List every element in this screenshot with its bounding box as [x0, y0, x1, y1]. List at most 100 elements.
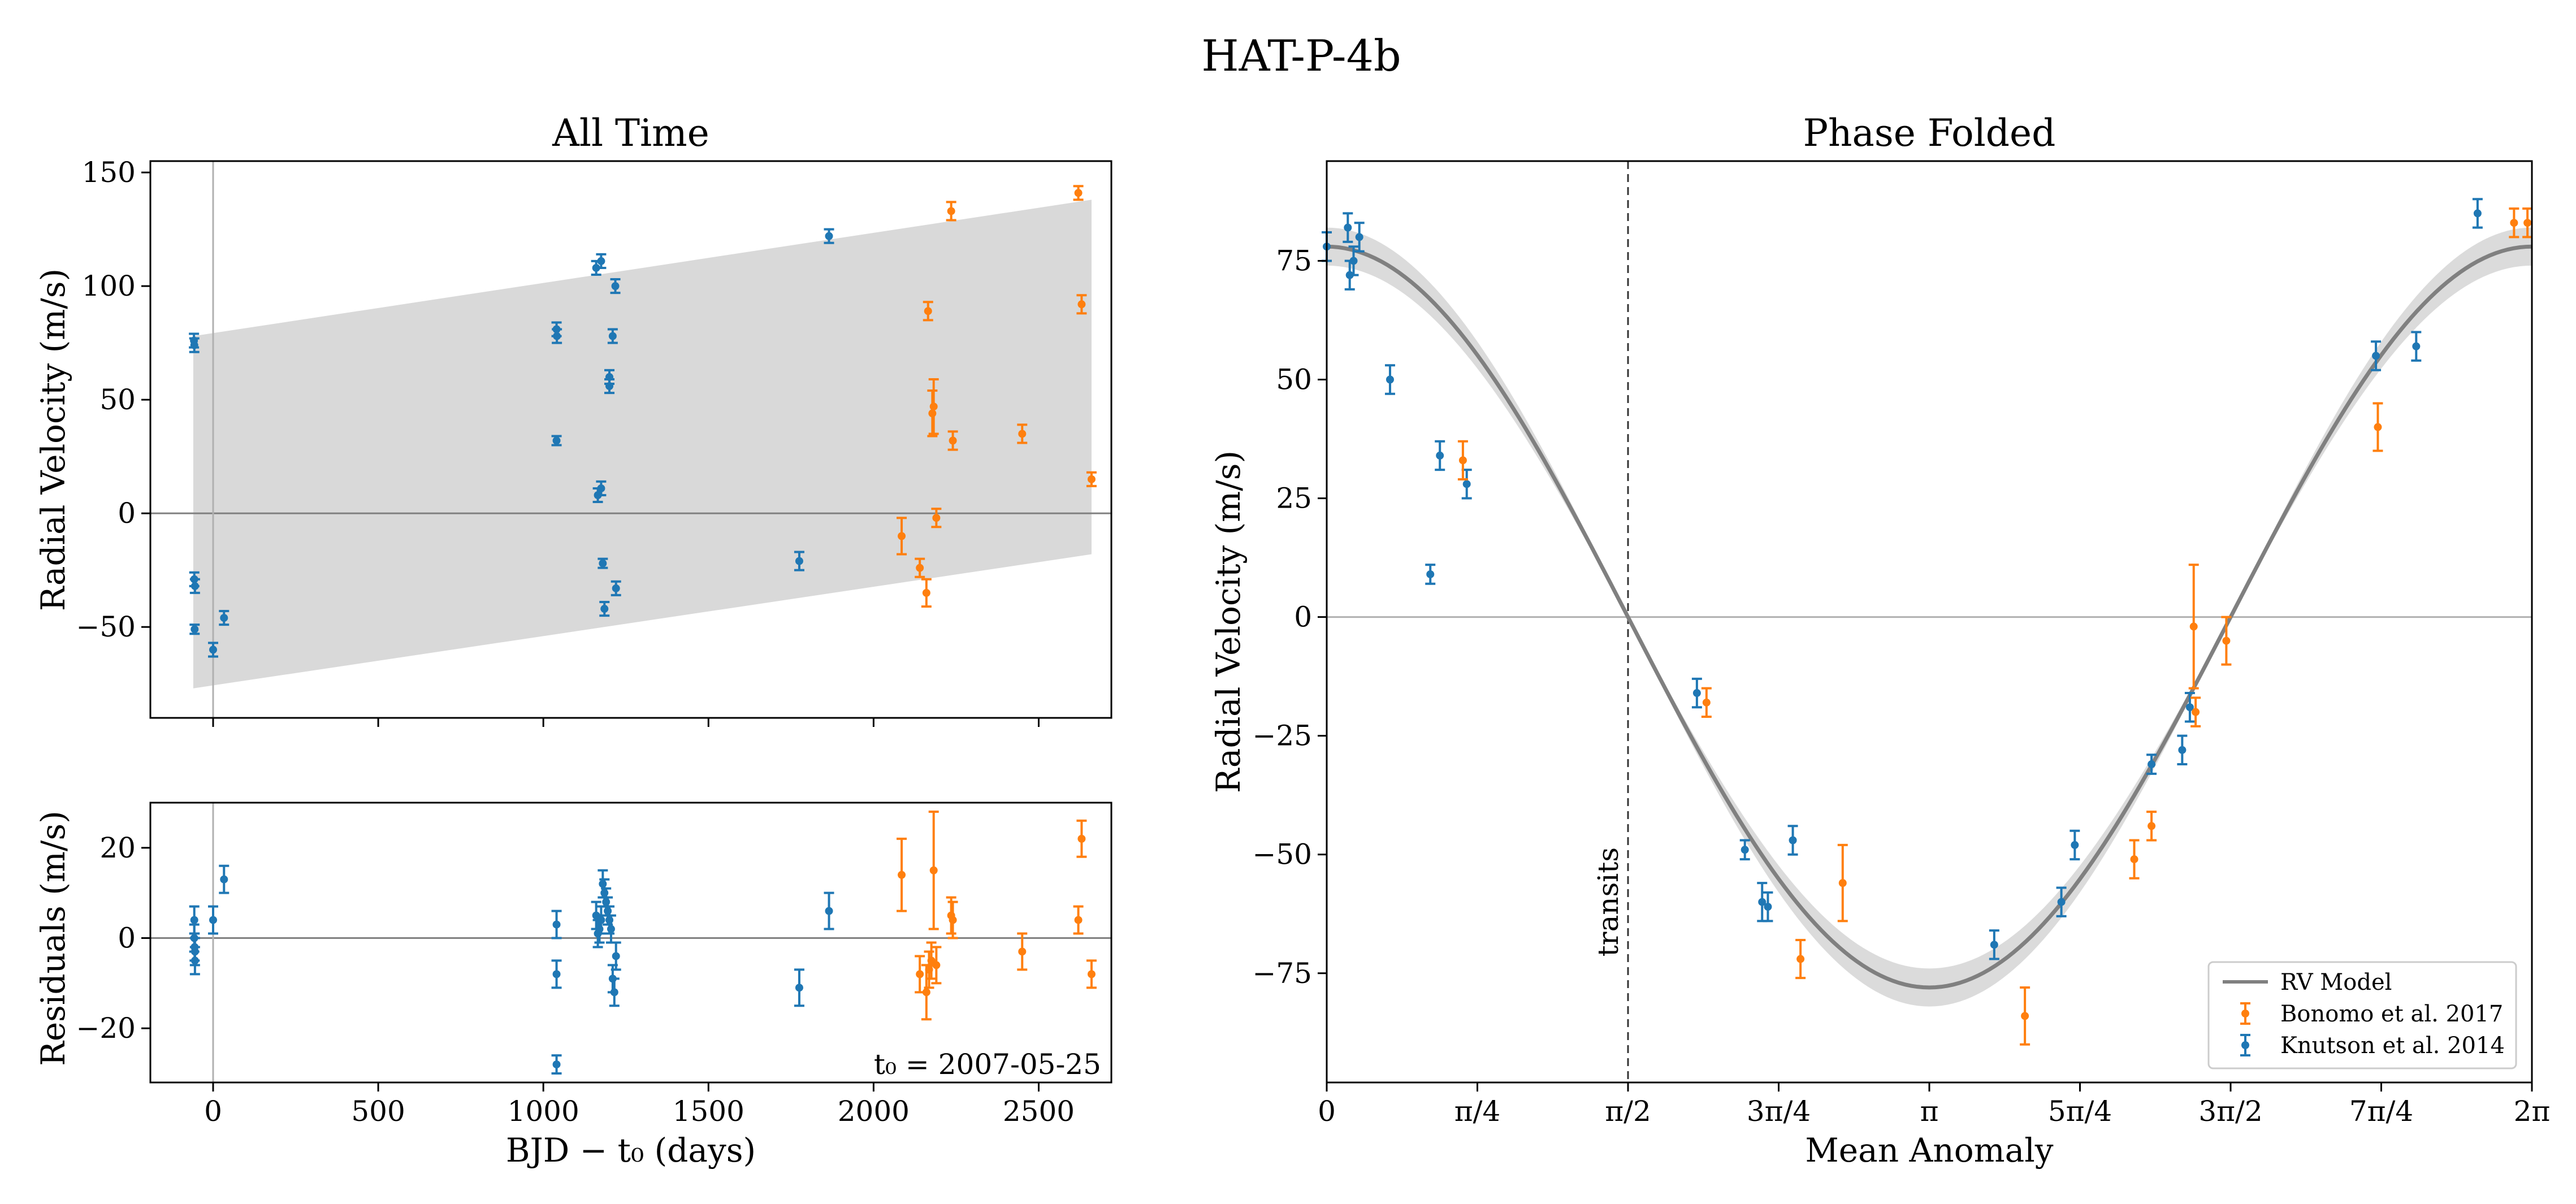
knutson-point: [1354, 222, 1365, 253]
knutson-marker: [600, 605, 609, 613]
phase-folded-xlabel: Mean Anomaly: [1805, 1131, 2053, 1170]
bonomo-point: [1017, 932, 1028, 971]
knutson-point: [551, 910, 562, 939]
phase-folded-rv-model: [1326, 227, 2532, 1007]
knutson-point: [2146, 753, 2157, 775]
knutson-marker: [552, 436, 561, 445]
y-tick-label: 25: [1276, 482, 1312, 515]
bonomo-marker: [1018, 430, 1027, 438]
rv-model-curve: [1326, 244, 2532, 990]
knutson-marker: [190, 341, 198, 349]
residuals-epoch-annotation: t₀ = 2007-05-25: [874, 1048, 1101, 1081]
knutson-point: [604, 369, 615, 385]
knutson-marker: [209, 646, 217, 654]
knutson-marker: [1462, 480, 1471, 488]
knutson-marker: [597, 257, 605, 265]
knutson-point: [611, 580, 621, 596]
bonomo-marker: [2192, 708, 2200, 716]
knutson-marker: [1426, 570, 1435, 578]
x-tick-label: 1500: [673, 1095, 744, 1128]
knutson-marker: [190, 916, 198, 924]
y-tick-label: 0: [118, 497, 136, 530]
knutson-point: [1763, 891, 1773, 923]
bonomo-point: [1701, 687, 1712, 718]
knutson-marker: [608, 332, 617, 340]
knutson-marker: [825, 232, 833, 240]
bonomo-marker: [2510, 219, 2518, 227]
knutson-marker: [611, 282, 620, 291]
x-tick-label: 5π/4: [2048, 1095, 2112, 1128]
bonomo-marker: [1077, 834, 1086, 843]
knutson-point: [1343, 212, 1353, 243]
bonomo-point: [928, 378, 939, 435]
knutson-point: [824, 228, 834, 244]
bonomo-marker: [1074, 189, 1083, 197]
all-time-title: All Time: [552, 111, 709, 155]
bonomo-marker: [929, 402, 938, 411]
y-tick-label: 50: [1276, 363, 1312, 396]
y-tick-label: 150: [82, 156, 136, 189]
bonomo-point: [2509, 207, 2519, 239]
knutson-marker: [1990, 941, 1998, 949]
knutson-marker: [597, 916, 605, 924]
all-time-reference-lines: [150, 161, 1111, 718]
bonomo-point: [1086, 471, 1097, 487]
knutson-marker: [1741, 846, 1749, 854]
y-tick-label: 0: [1294, 601, 1312, 634]
bonomo-point: [928, 810, 939, 930]
knutson-marker: [825, 907, 833, 915]
y-tick-label: 50: [99, 383, 136, 416]
model-uncertainty-band: [193, 200, 1092, 688]
bonomo-point: [897, 837, 907, 912]
knutson-point: [219, 610, 230, 626]
transits-label: transits: [1592, 847, 1625, 956]
knutson-point: [2411, 331, 2422, 362]
bonomo-marker: [916, 970, 924, 978]
bonomo-point: [2372, 402, 2383, 452]
knutson-swatch-marker: [2241, 1041, 2249, 1049]
legend-knutson-label: Knutson et al. 2014: [2280, 1033, 2505, 1059]
bonomo-point: [1017, 423, 1028, 444]
all-time-data-points: [189, 185, 1097, 658]
knutson-point: [607, 328, 618, 344]
bonomo-marker: [1077, 300, 1086, 309]
knutson-point: [2177, 734, 2188, 766]
knutson-marker: [220, 875, 228, 883]
bonomo-point: [915, 557, 925, 578]
bonomo-marker: [916, 564, 924, 572]
knutson-marker: [2178, 746, 2187, 754]
knutson-point: [794, 551, 804, 571]
knutson-marker: [191, 956, 199, 965]
bonomo-marker: [1702, 698, 1711, 707]
residuals-axes-frame: [149, 802, 1112, 1084]
bonomo-marker: [2374, 423, 2382, 431]
knutson-point: [2184, 692, 2195, 723]
knutson-marker: [610, 988, 618, 997]
knutson-point: [1787, 825, 1798, 856]
bonomo-point: [947, 430, 958, 451]
y-tick-label: −50: [76, 610, 136, 643]
knutson-marker: [2148, 760, 2156, 769]
knutson-point: [552, 328, 562, 344]
residuals-ticks: 0 500 1000 1500 2000 2500 −20 0 20: [76, 831, 1075, 1128]
bonomo-marker: [924, 307, 932, 315]
knutson-point: [219, 864, 230, 894]
x-tick-label: 3π/4: [1747, 1095, 1811, 1128]
phase-folded-data-points: [1322, 198, 2533, 1046]
knutson-marker: [552, 970, 561, 978]
knutson-point: [207, 642, 218, 658]
residuals-xlabel: BJD − t₀ (days): [506, 1131, 756, 1170]
knutson-point: [794, 968, 804, 1007]
knutson-marker: [1344, 223, 1352, 232]
knutson-marker: [1692, 689, 1701, 698]
knutson-marker: [597, 484, 605, 492]
bonomo-point: [923, 301, 933, 322]
bonomo-point: [897, 517, 907, 556]
y-tick-label: −50: [1252, 838, 1312, 871]
residuals-ylabel: Residuals (m/s): [34, 811, 72, 1066]
bonomo-marker: [949, 436, 957, 445]
knutson-marker: [552, 920, 561, 929]
knutson-point: [2472, 198, 2483, 229]
knutson-marker: [599, 559, 607, 568]
